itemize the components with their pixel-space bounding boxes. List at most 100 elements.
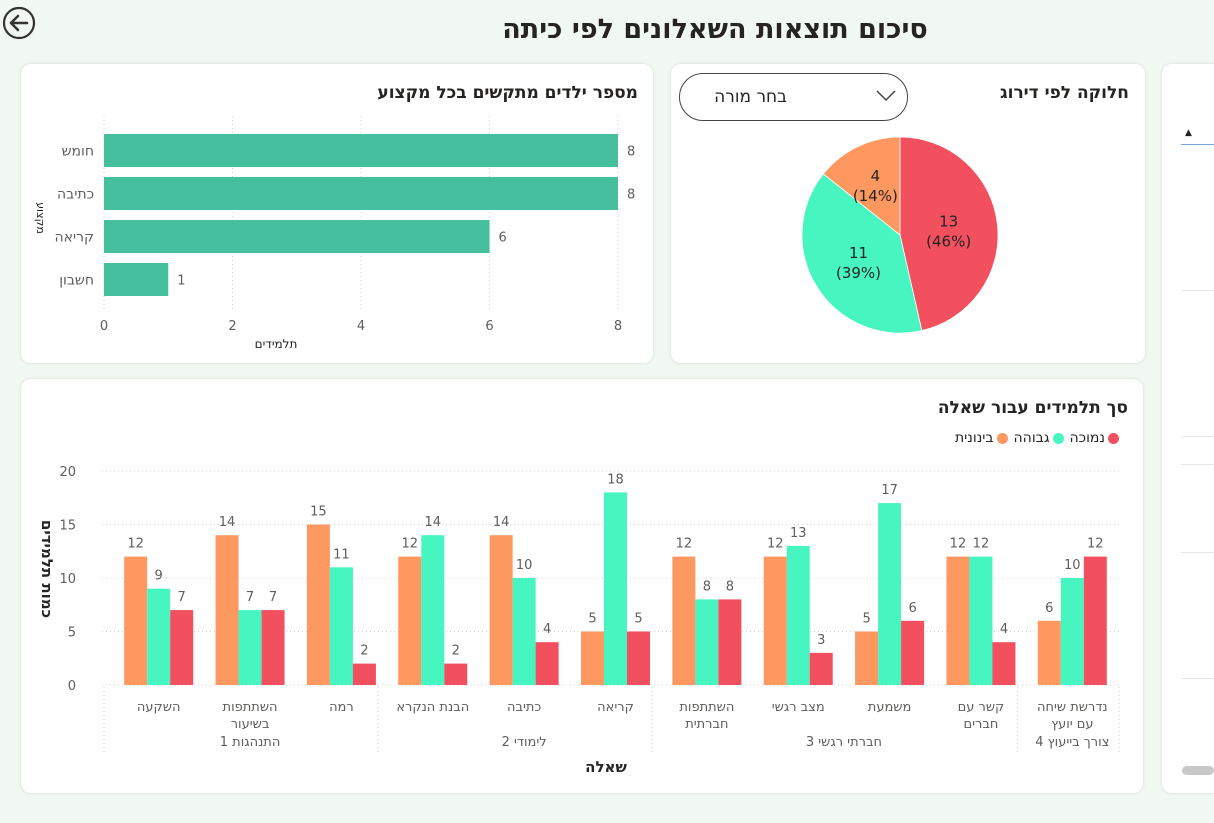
legend-item-low[interactable]: נמוכה <box>1070 430 1119 446</box>
data-label: 7 <box>246 590 254 605</box>
bar <box>170 610 194 685</box>
x-tick-label: 4 <box>357 319 365 334</box>
data-label: 5 <box>862 612 870 627</box>
data-label: 8 <box>726 579 734 594</box>
bar <box>763 556 787 685</box>
side-divider <box>1181 290 1214 291</box>
group-label: התנהגות 1 <box>220 735 281 750</box>
bar <box>901 620 925 685</box>
data-label: 3 <box>817 633 825 648</box>
legend-item-high[interactable]: גבוהה <box>1014 430 1064 446</box>
x-category-label: הבנת הנקרא <box>396 700 469 715</box>
bar <box>809 652 833 685</box>
bar <box>306 524 330 685</box>
data-label: 13 <box>790 526 807 541</box>
slice-percent-label: (46%) <box>926 233 971 251</box>
slice-percent-label: (39%) <box>836 264 881 282</box>
y-axis-title: כמות תלמידים <box>38 520 56 618</box>
chevron-down-icon <box>876 90 896 102</box>
group-label: חברתי רגשי 3 <box>806 735 882 750</box>
teacher-select-placeholder: בחר מורה <box>714 87 787 107</box>
x-category-label: נדרשת שיחה <box>1037 700 1108 715</box>
bar <box>1060 578 1084 685</box>
data-label: 4 <box>543 622 551 637</box>
y-tick-label: 10 <box>59 572 76 587</box>
bar <box>855 631 879 685</box>
bar <box>1083 556 1107 685</box>
x-category-label: עם יועץ <box>1051 717 1094 732</box>
x-category-label: בשיעור <box>231 717 270 732</box>
data-label: 8 <box>627 188 635 203</box>
subjects-bar-chart: 0 2 4 6 8 8 חומש 8 כתיבה 6 קריאה 1 חשבון תלמידים מקצוע <box>34 116 635 351</box>
data-label: 14 <box>424 515 441 530</box>
back-arrow-icon[interactable] <box>2 6 36 40</box>
x-category-label: חברתית <box>685 717 728 732</box>
data-label: 1 <box>177 274 185 289</box>
bar <box>352 663 376 685</box>
bar <box>581 631 604 685</box>
data-label: 10 <box>1064 558 1081 573</box>
data-label: 12 <box>1087 537 1104 552</box>
data-label: 4 <box>1000 622 1008 637</box>
bar <box>215 535 239 685</box>
data-label: 2 <box>360 644 368 659</box>
bar <box>104 134 618 167</box>
bar <box>969 556 993 685</box>
legend-dot-medium <box>996 432 1008 444</box>
x-tick-label: 8 <box>614 319 622 334</box>
legend-label-high: גבוהה <box>1013 430 1050 446</box>
bar <box>786 545 810 685</box>
legend-label-low: נמוכה <box>1069 430 1105 446</box>
data-label: 5 <box>634 612 642 627</box>
bar <box>104 177 618 210</box>
pie-slice <box>801 173 923 334</box>
y-category-label: קריאה <box>55 230 94 246</box>
bar <box>627 631 650 685</box>
rating-pie-chart: 13 (46%) 11 (39%) 4 (14%) <box>801 136 999 334</box>
data-label: 17 <box>881 483 898 498</box>
side-divider <box>1181 144 1214 145</box>
side-divider <box>1181 436 1214 437</box>
data-label: 7 <box>269 590 277 605</box>
data-label: 14 <box>493 515 510 530</box>
bar <box>147 588 171 685</box>
bar <box>992 642 1016 685</box>
y-axis-title: מקצוע <box>34 202 47 234</box>
y-tick-label: 0 <box>68 679 76 694</box>
slice-percent-label: (14%) <box>853 187 898 205</box>
x-category-label: השתתפות <box>679 700 734 715</box>
subjects-card <box>21 64 653 363</box>
legend-label-medium: בינונית <box>954 430 994 446</box>
bar <box>946 556 970 685</box>
bar <box>489 535 513 685</box>
side-divider <box>1181 678 1214 679</box>
x-tick-label: 2 <box>228 319 236 334</box>
subjects-card-title: מספר ילדים מתקשים בכל מקצוע <box>377 83 638 103</box>
sort-arrow-icon[interactable]: ▲ <box>1185 128 1192 138</box>
bar <box>604 492 627 685</box>
data-label: 8 <box>703 579 711 594</box>
bar <box>512 578 536 685</box>
bar <box>124 556 148 685</box>
data-label: 12 <box>401 537 418 552</box>
side-divider <box>1181 464 1214 465</box>
bar <box>878 503 902 685</box>
legend-dot-high <box>1052 432 1064 444</box>
x-category-label: מצב רגשי <box>772 700 825 715</box>
x-tick-label: 0 <box>100 319 108 334</box>
data-label: 5 <box>588 612 596 627</box>
bar <box>1037 620 1061 685</box>
x-axis-title: תלמידים <box>255 337 298 351</box>
data-label: 14 <box>219 515 236 530</box>
pie-card-title: חלוקה לפי דירוג <box>1000 83 1129 103</box>
bar <box>672 556 696 685</box>
data-label: 9 <box>155 569 163 584</box>
x-category-label: קשר עם <box>958 700 1005 715</box>
slice-count-label: 4 <box>871 167 881 185</box>
y-category-label: חומש <box>62 144 94 160</box>
side-scrollbar[interactable] <box>1182 766 1214 775</box>
teacher-select[interactable]: בחר מורה <box>679 73 908 121</box>
legend-item-medium[interactable]: בינונית <box>955 430 1008 446</box>
bar <box>444 663 468 685</box>
